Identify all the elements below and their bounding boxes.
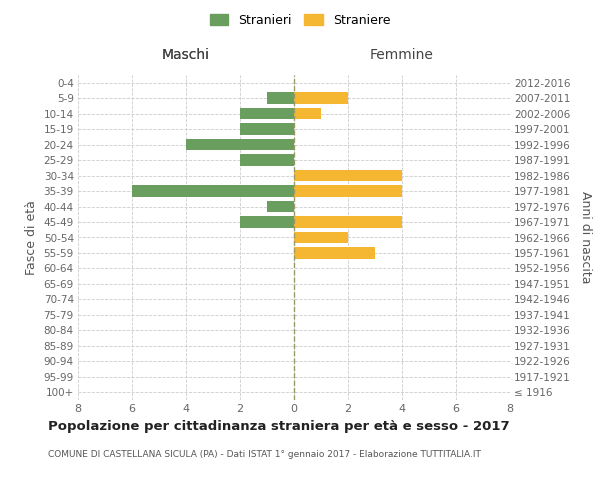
Text: COMUNE DI CASTELLANA SICULA (PA) - Dati ISTAT 1° gennaio 2017 - Elaborazione TUT: COMUNE DI CASTELLANA SICULA (PA) - Dati … — [48, 450, 481, 459]
Text: Femmine: Femmine — [370, 48, 434, 62]
Bar — [267, 200, 294, 212]
Bar — [240, 108, 294, 120]
Text: Maschi: Maschi — [162, 48, 210, 62]
Text: Maschi: Maschi — [162, 48, 210, 62]
Bar — [294, 247, 375, 259]
Bar — [294, 170, 402, 181]
Bar — [132, 186, 294, 197]
Bar — [267, 92, 294, 104]
Legend: Stranieri, Straniere: Stranieri, Straniere — [205, 8, 395, 32]
Bar — [240, 154, 294, 166]
Bar — [294, 186, 402, 197]
Bar — [240, 124, 294, 135]
Bar — [186, 139, 294, 150]
Bar — [294, 92, 348, 104]
Bar — [294, 232, 348, 243]
Bar — [240, 216, 294, 228]
Text: Popolazione per cittadinanza straniera per età e sesso - 2017: Popolazione per cittadinanza straniera p… — [48, 420, 509, 433]
Bar — [294, 216, 402, 228]
Y-axis label: Anni di nascita: Anni di nascita — [579, 191, 592, 284]
Bar — [294, 108, 321, 120]
Y-axis label: Fasce di età: Fasce di età — [25, 200, 38, 275]
